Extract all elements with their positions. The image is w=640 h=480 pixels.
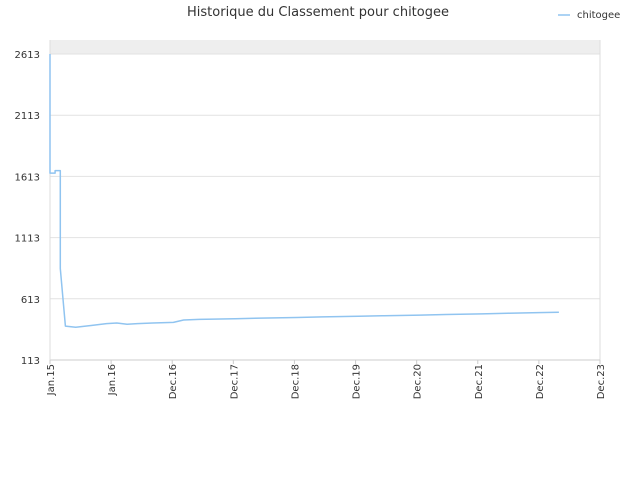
y-tick-label: 613	[21, 295, 40, 306]
x-tick-label: Dec.18	[290, 364, 301, 399]
plot-band-top	[50, 40, 600, 54]
x-tick-label: Jan.15	[46, 364, 57, 396]
chart-title: Historique du Classement pour chitogee	[187, 5, 449, 20]
x-tick-label: Dec.21	[474, 364, 485, 399]
x-tick-label: Dec.19	[352, 364, 363, 399]
x-axis: Jan.15 Jan.16 Dec.16 Dec.17 Dec.18 Dec.19 Dec.…	[46, 360, 607, 399]
legend[interactable]: chitogee	[558, 10, 620, 21]
x-tick-label: Dec.22	[535, 364, 546, 399]
y-tick-label: 113	[21, 356, 40, 367]
y-tick-label: 1613	[15, 172, 40, 183]
gridlines	[49, 40, 601, 361]
x-tick-label: Jan.16	[107, 364, 118, 396]
series-line-chitogee	[49, 54, 559, 329]
y-tick-label: 2613	[15, 50, 40, 61]
y-axis: 113 613 1113 1613 2113 2613	[15, 50, 40, 367]
series-layer	[49, 54, 559, 329]
x-tick-label: Dec.20	[413, 364, 424, 399]
legend-label-chitogee: chitogee	[577, 10, 620, 21]
y-tick-label: 2113	[15, 111, 40, 122]
plot-bands	[50, 40, 600, 54]
x-tick-label: Dec.17	[229, 364, 240, 399]
x-tick-label: Dec.23	[596, 364, 607, 399]
y-tick-label: 1113	[15, 234, 40, 245]
x-tick-label: Dec.16	[168, 364, 179, 399]
